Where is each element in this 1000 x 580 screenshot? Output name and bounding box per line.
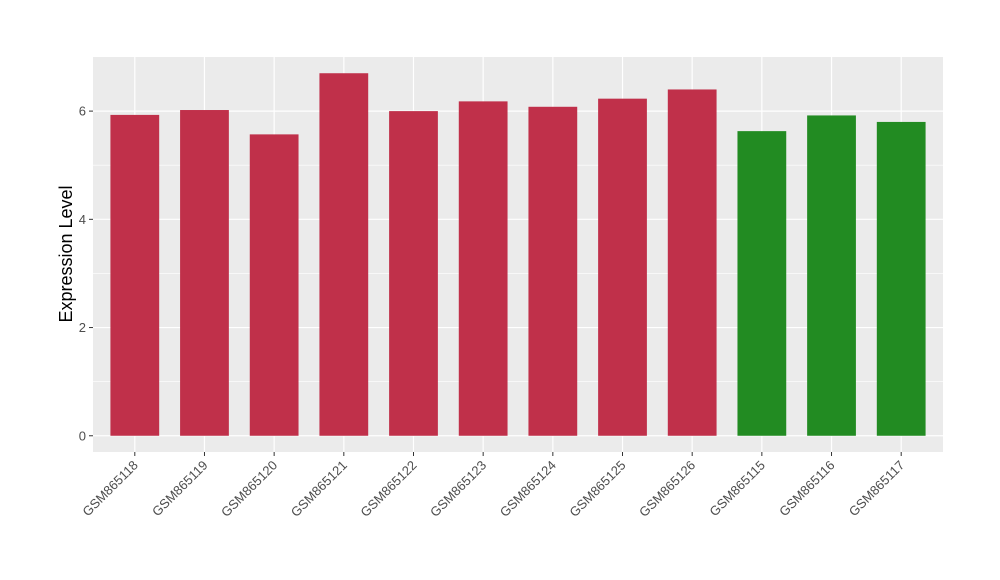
x-tick-label: GSM865115 <box>706 458 768 520</box>
y-axis-title: Expression Level <box>56 185 76 322</box>
y-tick-label: 6 <box>79 104 86 119</box>
bar-GSM865125 <box>598 98 647 436</box>
bar-GSM865119 <box>180 110 229 436</box>
x-tick-label: GSM865118 <box>79 458 141 520</box>
x-tick-label: GSM865116 <box>776 458 838 520</box>
bar-GSM865115 <box>737 131 787 436</box>
x-tick-label: GSM865126 <box>636 458 698 520</box>
x-tick-label: GSM865125 <box>566 458 628 520</box>
y-axis: 0 2 4 6 <box>79 104 93 443</box>
bar-GSM865116 <box>807 115 856 436</box>
x-tick-label: GSM865124 <box>497 458 559 520</box>
bar-GSM865117 <box>876 121 926 436</box>
bar-GSM865124 <box>528 106 578 436</box>
plot-panel <box>93 57 943 452</box>
bars <box>110 73 926 436</box>
bar-GSM865123 <box>458 101 508 436</box>
x-tick-label: GSM865121 <box>288 458 350 520</box>
bar-GSM865121 <box>319 73 369 436</box>
y-tick-label: 2 <box>79 320 86 335</box>
y-tick-label: 4 <box>79 212 86 227</box>
x-tick-label: GSM865122 <box>357 458 419 520</box>
x-axis: GSM865118 GSM865119 GSM865120 GSM865121 GSM8… <box>79 452 907 520</box>
bar-GSM865118 <box>110 114 160 436</box>
x-tick-label: GSM865119 <box>149 458 211 520</box>
bar-GSM865126 <box>667 89 717 436</box>
x-tick-label: GSM865123 <box>427 458 489 520</box>
y-tick-label: 0 <box>79 428 86 443</box>
bar-GSM865122 <box>389 111 438 436</box>
x-tick-label: GSM865117 <box>846 458 908 520</box>
bar-GSM865120 <box>249 134 299 436</box>
x-tick-label: GSM865120 <box>218 458 280 520</box>
